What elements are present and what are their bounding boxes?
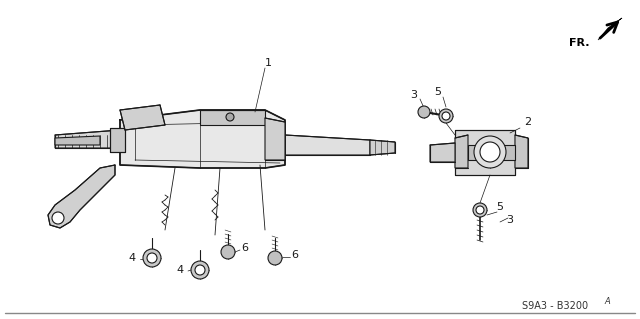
- Circle shape: [439, 109, 453, 123]
- Polygon shape: [55, 136, 100, 145]
- Polygon shape: [120, 105, 165, 130]
- Text: 2: 2: [524, 117, 532, 127]
- Text: 6: 6: [241, 243, 248, 253]
- Circle shape: [226, 113, 234, 121]
- Circle shape: [418, 106, 430, 118]
- Text: 5: 5: [497, 202, 504, 212]
- Polygon shape: [430, 143, 455, 162]
- Polygon shape: [120, 110, 285, 168]
- Circle shape: [476, 206, 484, 214]
- Polygon shape: [598, 18, 622, 40]
- Text: 4: 4: [177, 265, 184, 275]
- Text: 5: 5: [435, 87, 442, 97]
- Text: FR.: FR.: [570, 38, 590, 48]
- Circle shape: [268, 251, 282, 265]
- Polygon shape: [110, 128, 125, 152]
- Circle shape: [52, 212, 64, 224]
- Text: S9A3 - B3200: S9A3 - B3200: [522, 301, 588, 311]
- Text: 3: 3: [410, 90, 417, 100]
- Text: 3: 3: [506, 215, 513, 225]
- Text: 1: 1: [264, 58, 271, 68]
- Polygon shape: [515, 135, 528, 168]
- Polygon shape: [285, 135, 370, 155]
- Text: A: A: [604, 297, 610, 306]
- Polygon shape: [48, 165, 115, 228]
- Text: 6: 6: [291, 250, 298, 260]
- Circle shape: [480, 142, 500, 162]
- Circle shape: [473, 203, 487, 217]
- Polygon shape: [265, 118, 285, 160]
- Circle shape: [195, 265, 205, 275]
- Circle shape: [191, 261, 209, 279]
- Circle shape: [442, 112, 450, 120]
- Circle shape: [474, 136, 506, 168]
- Polygon shape: [455, 130, 515, 175]
- Circle shape: [143, 249, 161, 267]
- Polygon shape: [200, 110, 265, 125]
- Polygon shape: [455, 135, 468, 168]
- Circle shape: [147, 253, 157, 263]
- Polygon shape: [468, 145, 515, 160]
- Text: 4: 4: [129, 253, 136, 263]
- Polygon shape: [55, 130, 120, 148]
- Circle shape: [221, 245, 235, 259]
- Polygon shape: [370, 140, 395, 155]
